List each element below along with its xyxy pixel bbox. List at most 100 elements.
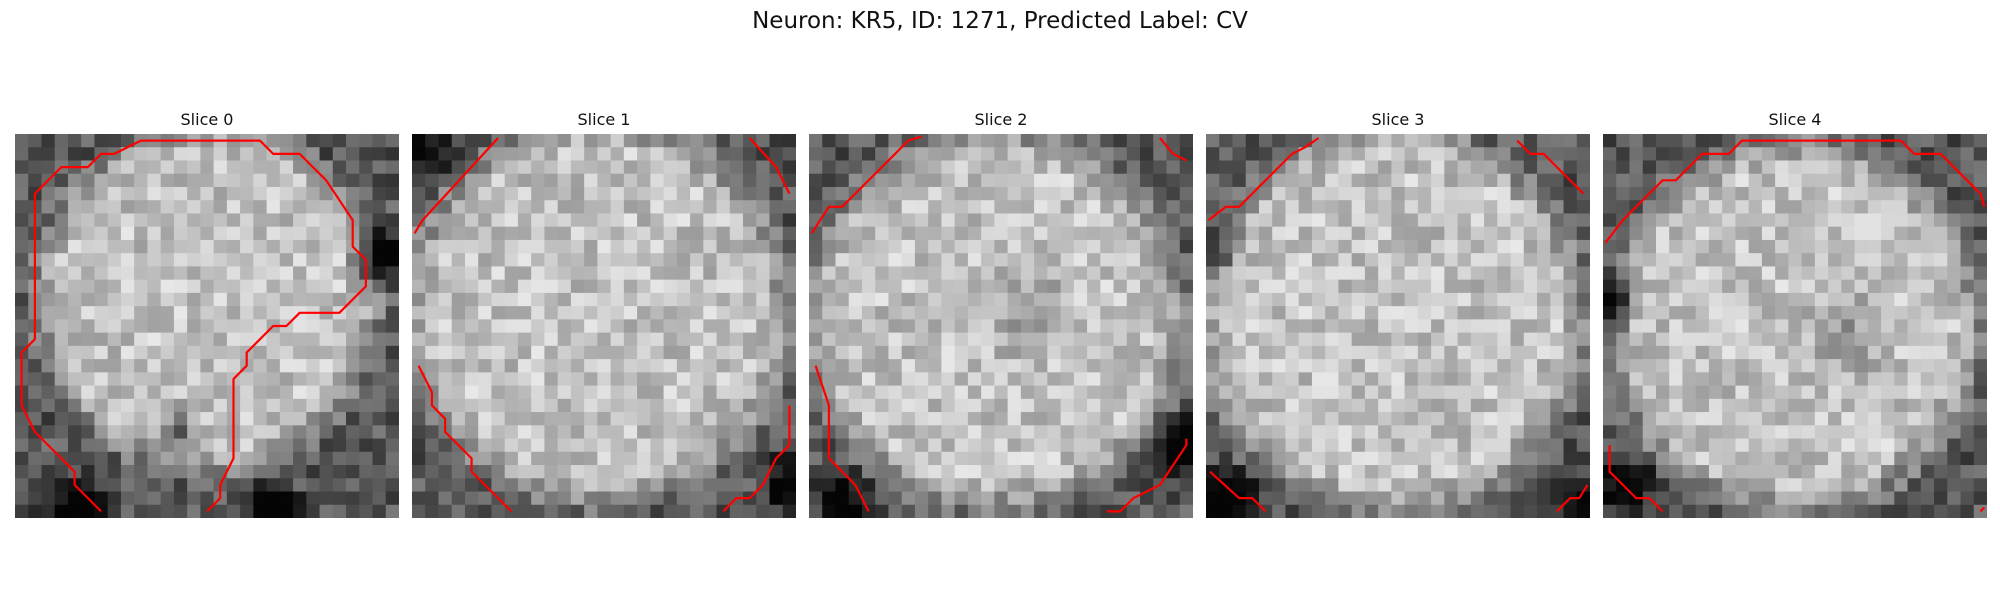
- image-pixel: [1047, 319, 1062, 334]
- image-pixel: [147, 147, 162, 162]
- image-pixel: [1034, 266, 1048, 281]
- image-pixel: [464, 134, 479, 148]
- image-pixel: [1603, 292, 1617, 307]
- image-pixel: [861, 372, 876, 387]
- image-pixel: [888, 478, 903, 493]
- image-pixel: [994, 332, 1009, 347]
- image-pixel: [28, 160, 43, 175]
- image-pixel: [1537, 160, 1551, 175]
- image-pixel: [120, 504, 135, 518]
- contour-line: [1608, 445, 1664, 513]
- image-pixel: [1100, 134, 1115, 148]
- image-pixel: [1391, 465, 1406, 479]
- image-pixel: [1775, 147, 1789, 162]
- image-pixel: [134, 319, 149, 334]
- image-pixel: [1537, 425, 1551, 440]
- image-pixel: [306, 451, 321, 466]
- image-pixel: [107, 226, 122, 241]
- image-pixel: [1616, 359, 1631, 373]
- image-pixel: [1404, 332, 1419, 347]
- image-pixel: [359, 134, 374, 148]
- image-pixel: [597, 134, 612, 148]
- image-pixel: [1576, 332, 1590, 347]
- image-pixel: [729, 412, 744, 426]
- image-pixel: [1563, 186, 1578, 201]
- image-pixel: [1722, 385, 1737, 400]
- image-pixel: [1484, 319, 1498, 334]
- image-pixel: [107, 359, 122, 373]
- image-pixel: [94, 266, 109, 281]
- image-pixel: [1761, 332, 1776, 347]
- image-pixel: [663, 266, 678, 281]
- image-pixel: [491, 253, 506, 268]
- image-pixel: [623, 412, 638, 426]
- image-pixel: [848, 451, 863, 466]
- image-pixel: [1311, 465, 1326, 479]
- image-pixel: [1484, 226, 1498, 241]
- image-pixel: [1378, 451, 1392, 466]
- image-pixel: [1682, 398, 1697, 413]
- image-pixel: [729, 147, 744, 162]
- image-pixel: [1020, 292, 1035, 307]
- image-pixel: [967, 253, 982, 268]
- image-pixel: [120, 306, 135, 320]
- image-pixel: [981, 451, 995, 466]
- image-pixel: [464, 438, 479, 453]
- image-pixel: [1682, 345, 1697, 360]
- image-pixel: [438, 478, 453, 493]
- image-pixel: [835, 398, 850, 413]
- image-pixel: [1695, 239, 1710, 254]
- image-pixel: [1245, 147, 1260, 162]
- image-pixel: [703, 239, 718, 254]
- image-pixel: [928, 412, 943, 426]
- image-pixel: [1060, 438, 1075, 453]
- image-pixel: [861, 134, 876, 148]
- image-pixel: [1444, 425, 1459, 440]
- image-pixel: [1219, 253, 1234, 268]
- image-pixel: [1788, 147, 1803, 162]
- image-pixel: [1298, 425, 1313, 440]
- image-pixel: [610, 425, 625, 440]
- image-pixel: [1378, 504, 1392, 518]
- slice-panel-0: Slice 0: [15, 108, 399, 518]
- image-pixel: [160, 425, 175, 440]
- image-pixel: [253, 491, 268, 506]
- image-pixel: [293, 451, 307, 466]
- image-pixel: [253, 425, 268, 440]
- image-pixel: [1669, 451, 1684, 466]
- image-pixel: [451, 412, 466, 426]
- image-pixel: [1470, 451, 1485, 466]
- image-pixel: [1325, 279, 1340, 294]
- image-pixel: [743, 306, 757, 320]
- image-pixel: [994, 372, 1009, 387]
- image-pixel: [1510, 478, 1525, 493]
- image-pixel: [1655, 345, 1670, 360]
- image-pixel: [1245, 173, 1260, 188]
- image-pixel: [623, 398, 638, 413]
- image-pixel: [1550, 186, 1565, 201]
- image-pixel: [1920, 319, 1935, 334]
- image-pixel: [1417, 134, 1432, 148]
- image-pixel: [1814, 359, 1829, 373]
- image-pixel: [967, 425, 982, 440]
- image-pixel: [1510, 239, 1525, 254]
- image-pixel: [1576, 504, 1590, 518]
- image-pixel: [1060, 491, 1075, 506]
- image-pixel: [107, 451, 122, 466]
- image-pixel: [1470, 398, 1485, 413]
- image-pixel: [1258, 385, 1273, 400]
- image-pixel: [1960, 478, 1975, 493]
- image-pixel: [1351, 398, 1366, 413]
- image-pixel: [1087, 412, 1101, 426]
- image-pixel: [160, 345, 175, 360]
- image-pixel: [1087, 292, 1101, 307]
- image-pixel: [94, 398, 109, 413]
- image-pixel: [1867, 372, 1882, 387]
- image-pixel: [1087, 253, 1101, 268]
- image-pixel: [1060, 412, 1075, 426]
- image-pixel: [517, 173, 532, 188]
- image-pixel: [173, 478, 188, 493]
- image-pixel: [1788, 319, 1803, 334]
- image-pixel: [107, 213, 122, 228]
- image-pixel: [1748, 186, 1763, 201]
